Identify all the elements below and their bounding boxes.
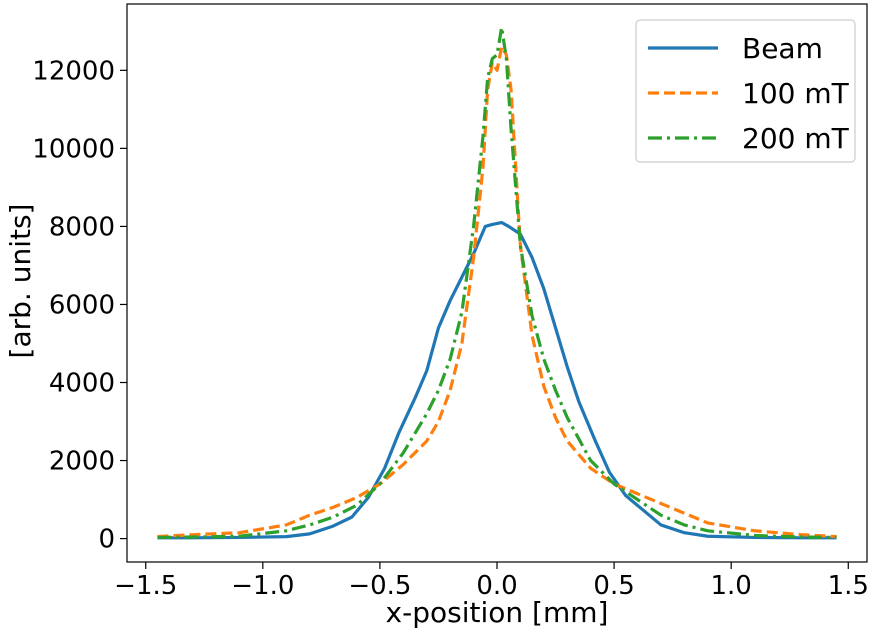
legend-label: 200 mT <box>742 122 850 155</box>
y-tick-label: 10000 <box>32 134 115 164</box>
series-group <box>157 25 837 540</box>
y-axis-label: [arb. units] <box>4 204 37 359</box>
x-tick-label: −0.5 <box>348 571 411 601</box>
series-line-2 <box>157 45 837 539</box>
y-tick-label: 0 <box>98 525 115 555</box>
x-tick-label: 1.0 <box>710 571 751 601</box>
legend-label: 100 mT <box>742 77 850 110</box>
series-line-3 <box>157 25 837 540</box>
x-tick-label: −1.5 <box>114 571 177 601</box>
x-tick-label: −1.0 <box>231 571 294 601</box>
x-tick-label: 0.0 <box>476 571 517 601</box>
legend: Beam 100 mT 200 mT <box>635 19 856 163</box>
y-tick-label: 4000 <box>49 369 115 399</box>
legend-label: Beam <box>742 32 823 65</box>
x-tick-label: 1.5 <box>828 571 869 601</box>
y-tick-label: 8000 <box>49 212 115 242</box>
x-axis-label: x-position [mm] <box>386 596 609 629</box>
x-tick-label: 0.5 <box>593 571 634 601</box>
series-line-1 <box>157 220 837 540</box>
y-tick-label: 12000 <box>32 56 115 86</box>
y-tick-label: 6000 <box>49 290 115 320</box>
legend-box <box>635 19 856 163</box>
y-tick-label: 2000 <box>49 447 115 477</box>
